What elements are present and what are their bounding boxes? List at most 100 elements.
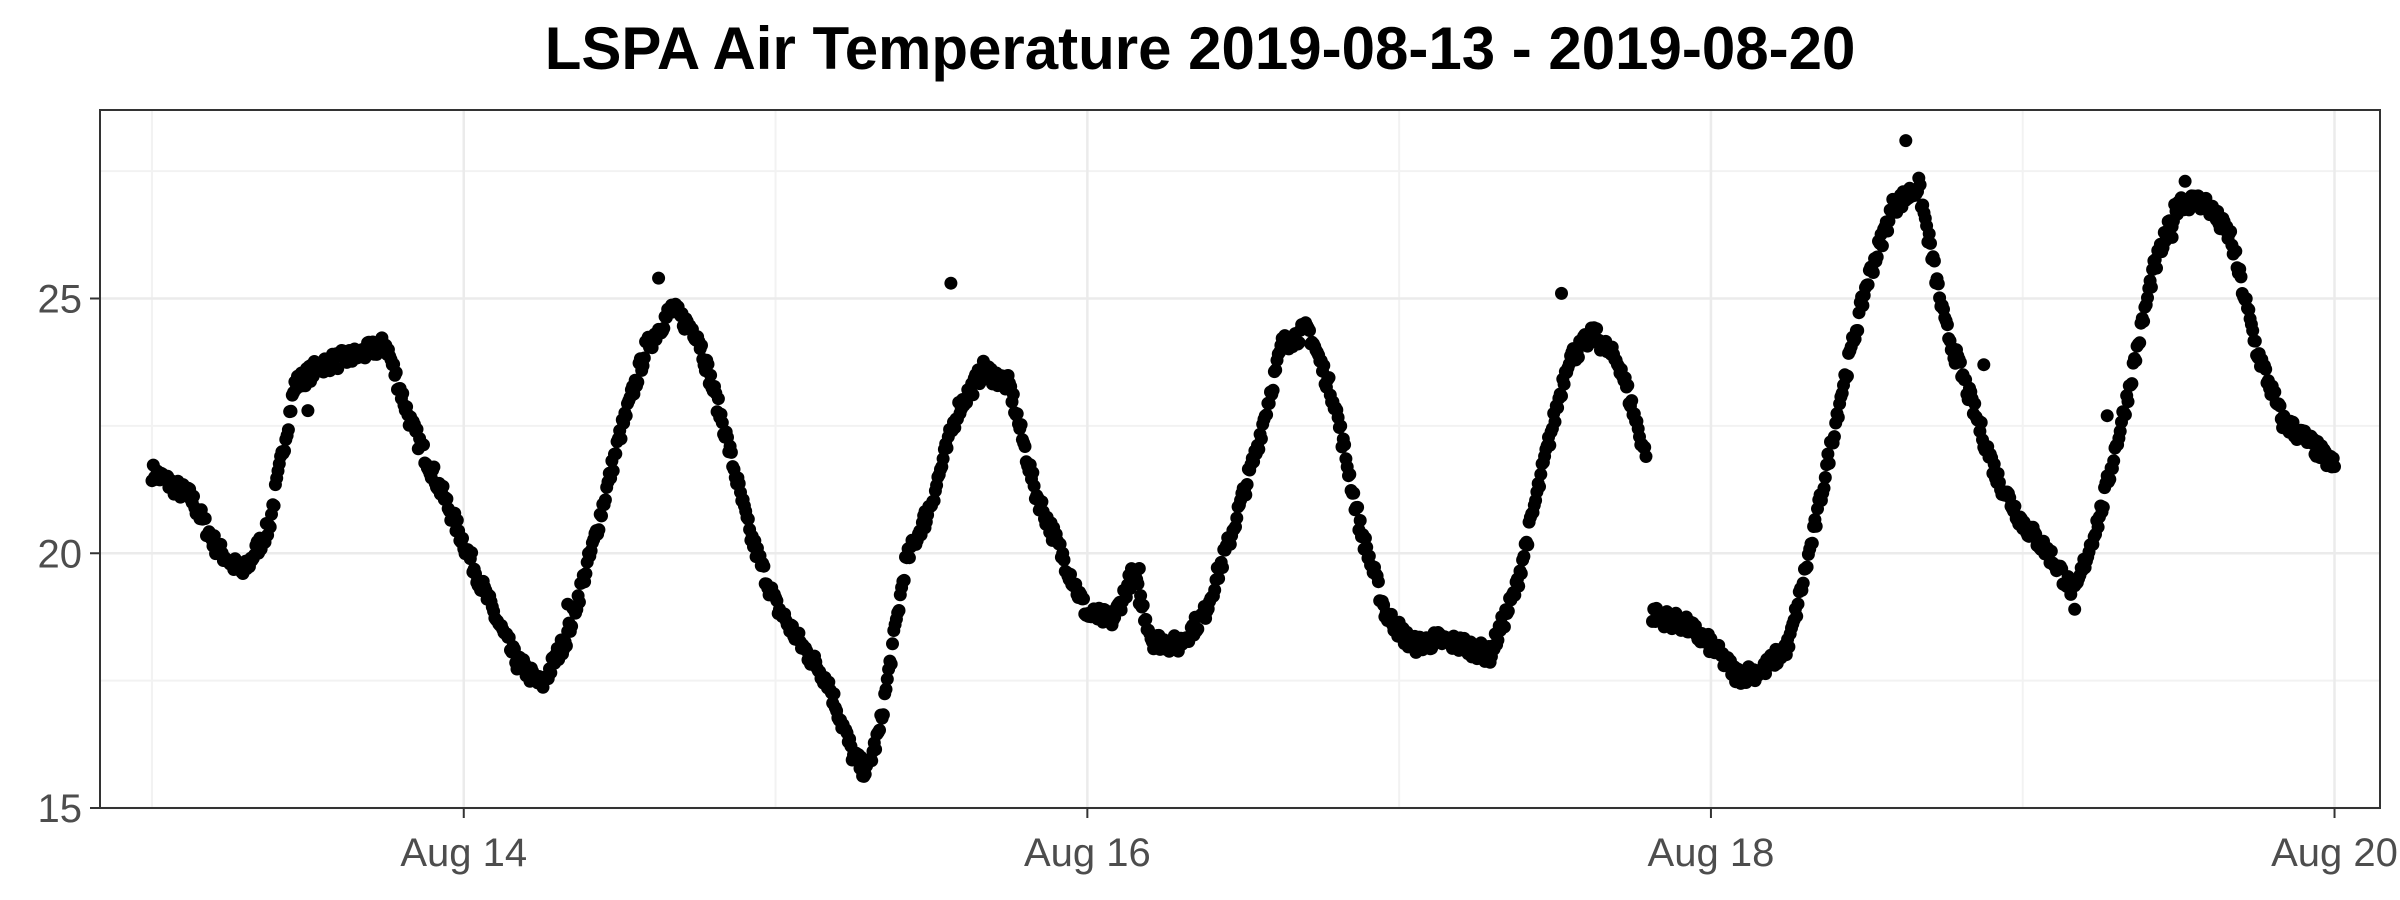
data-point [1521,538,1535,552]
data-point [2150,261,2163,275]
x-tick-label: Aug 20 [2271,831,2398,875]
data-point [2224,225,2238,238]
data-point [1371,575,1385,589]
data-point [1212,572,1226,585]
y-tick-label: 15 [38,787,83,831]
axis-layer: Aug 14 Aug 16 Aug 18 Aug 20 15 20 25 [38,278,2398,875]
data-point [2091,520,2105,534]
data-point [1134,589,1148,603]
data-point [1240,478,1254,491]
data-point [902,551,916,565]
data-point [1818,471,1832,484]
data-point [1534,467,1548,481]
data-point [1881,224,1895,238]
data-point [1790,609,1804,623]
data-point [873,723,886,737]
data-point [592,523,606,537]
data-point [1840,369,1854,383]
data-point [2100,409,2114,423]
data-point [572,595,586,609]
y-tick-label: 20 [38,532,83,576]
data-point [1861,278,1875,292]
data-point [1805,536,1819,550]
y-tick-label: 25 [38,278,83,322]
data-point [741,512,755,526]
data-point [1491,633,1505,647]
data-point [263,520,277,534]
data-point [1796,576,1810,590]
data-point [436,479,450,493]
data-point [595,509,608,523]
data-point [940,441,954,455]
data-point [1533,480,1546,494]
data-point [1800,560,1814,574]
data-point [876,708,890,722]
data-point [1026,466,1040,480]
data-point [711,392,725,406]
data-point [389,366,403,379]
data-point [427,460,441,474]
data-point [1497,620,1511,634]
data-point [1625,394,1639,408]
x-tick-label: Aug 16 [1024,831,1151,875]
data-point [1517,549,1531,563]
x-tick-label: Aug 18 [1648,831,1775,875]
data-point [198,512,212,525]
data-point [1269,363,1283,377]
data-point [2068,602,2082,616]
data-point [2103,472,2117,486]
data-point [631,375,645,389]
data-point [1791,597,1805,611]
data-point [880,672,894,686]
data-point [918,521,932,535]
panel-border [99,109,2381,809]
data-point [2259,362,2273,376]
chart-title: LSPA Air Temperature 2019-08-13 - 2019-0… [544,15,1856,82]
data-point [598,493,612,507]
data-point [1252,442,1266,456]
data-point [2121,395,2135,409]
data-point [1940,318,1954,332]
data-point [1899,134,1913,148]
data-point [2273,399,2287,413]
grid-layer [100,110,2380,810]
data-point [1064,567,1077,581]
data-point [1347,486,1361,500]
data-point [695,338,708,352]
data-point [1548,415,1562,429]
data-point [1010,407,1024,421]
data-point [1974,416,1988,429]
data-point [827,687,841,701]
data-point [1827,430,1841,444]
data-point [724,445,738,459]
data-point [1292,336,1306,350]
data-point [1266,383,1280,397]
data-point [2137,314,2151,328]
data-point [2246,324,2260,338]
data-point [2165,230,2179,244]
data-point [1851,324,1865,337]
data-point [1334,419,1348,433]
data-point [1817,481,1831,495]
data-point [396,386,410,400]
data-point [559,639,573,653]
data-point [1866,266,1880,279]
data-point [1343,467,1357,481]
data-point [417,438,430,452]
data-point [966,388,980,402]
data-point [897,573,911,587]
data-point [1822,456,1836,470]
data-point [884,657,898,671]
data-point [1922,227,1936,241]
data-point [637,351,651,365]
data-point [2125,377,2139,391]
data-point [2129,354,2143,368]
data-point [465,546,479,560]
data-point [1621,378,1635,392]
data-point [561,597,575,611]
data-point [579,567,593,581]
data-point [440,492,454,506]
data-point [619,409,633,423]
data-point [1555,286,1568,300]
data-point [1303,324,1316,337]
